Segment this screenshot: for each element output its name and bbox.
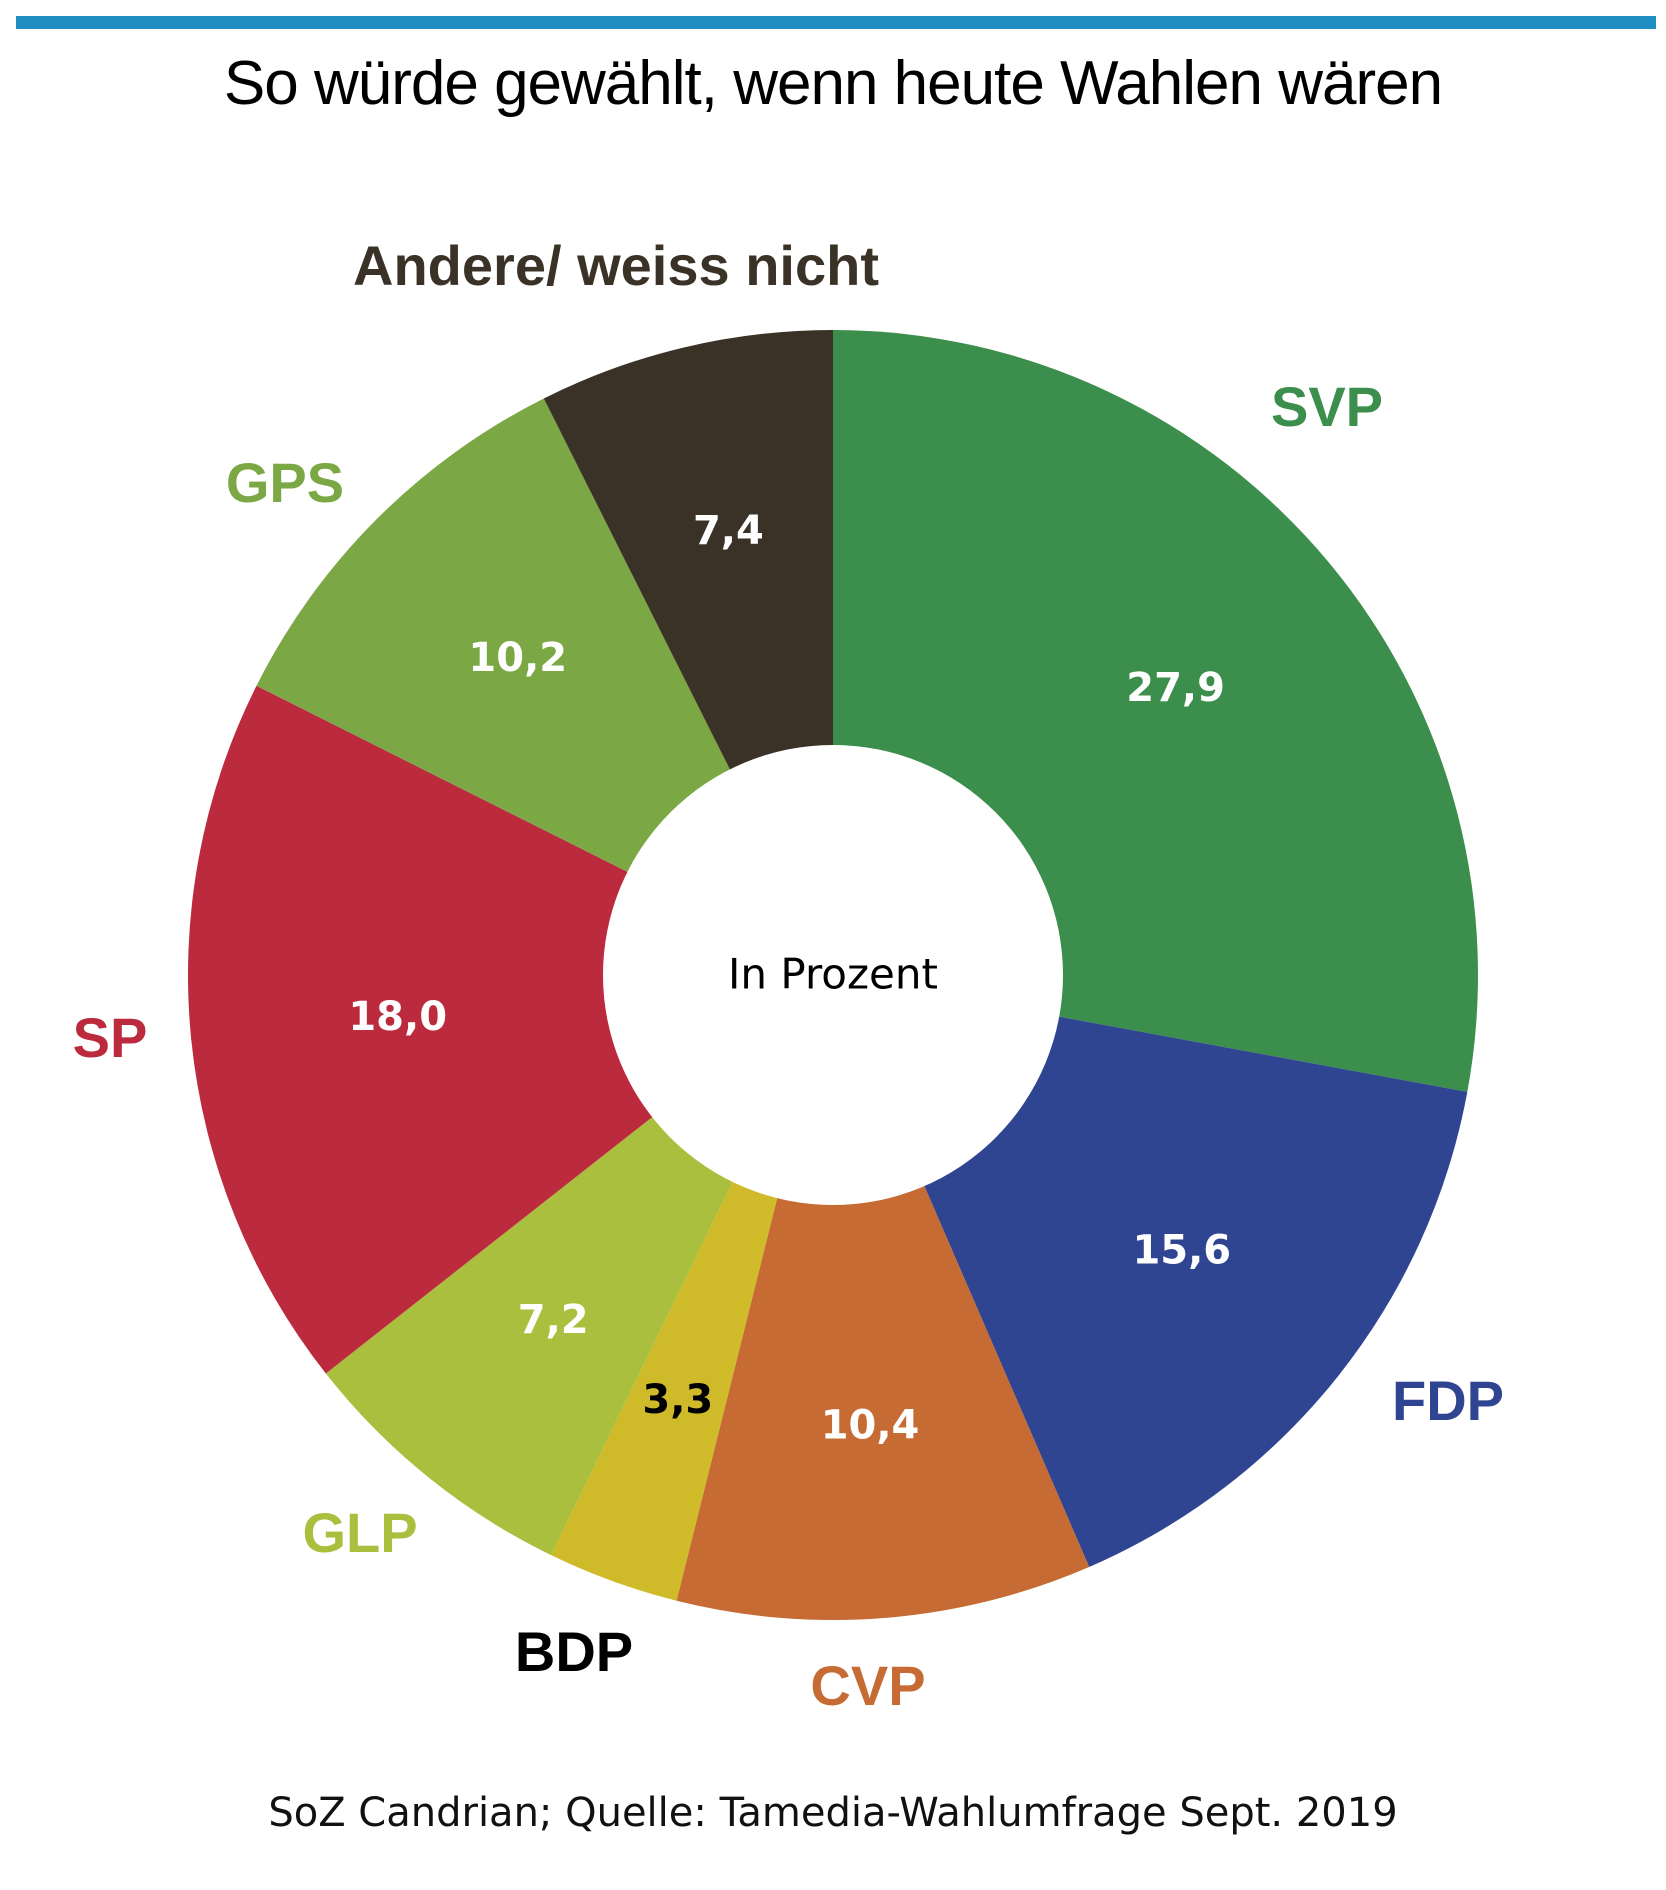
party-label: FDP	[1392, 1369, 1504, 1432]
value-label: 7,2	[518, 1297, 589, 1343]
slice-cvp	[676, 975, 1090, 1620]
party-labels-group: SVP FDP CVP BDP GLP SP GPS Andere/ weiss nicht	[73, 234, 1504, 1717]
party-label: GPS	[226, 451, 344, 514]
center-label: In Prozent	[728, 950, 938, 999]
value-label: 27,9	[1126, 665, 1225, 711]
party-label: SP	[73, 1006, 148, 1069]
party-label: CVP	[810, 1654, 925, 1717]
value-label: 7,4	[693, 508, 764, 554]
value-label: 10,4	[821, 1403, 920, 1449]
source-note: SoZ Candrian; Quelle: Tamedia-Wahlumfrag…	[268, 1790, 1398, 1836]
value-label: 15,6	[1132, 1228, 1231, 1274]
chart-title: So würde gewählt, wenn heute Wahlen wäre…	[223, 49, 1443, 118]
party-label: GLP	[302, 1501, 417, 1564]
value-labels-group: 27,9 15,6 10,4 3,3 7,2 18,0 10,2 7,4	[348, 508, 1231, 1448]
party-label: SVP	[1271, 375, 1383, 438]
top-accent-bar	[16, 16, 1656, 29]
party-label: BDP	[515, 1620, 633, 1683]
slice-sp	[188, 685, 833, 1374]
value-label: 3,3	[642, 1377, 713, 1423]
value-label: 10,2	[468, 635, 567, 681]
party-label: Andere/ weiss nicht	[353, 234, 879, 297]
value-label: 18,0	[348, 994, 447, 1040]
donut-hole	[603, 745, 1063, 1205]
